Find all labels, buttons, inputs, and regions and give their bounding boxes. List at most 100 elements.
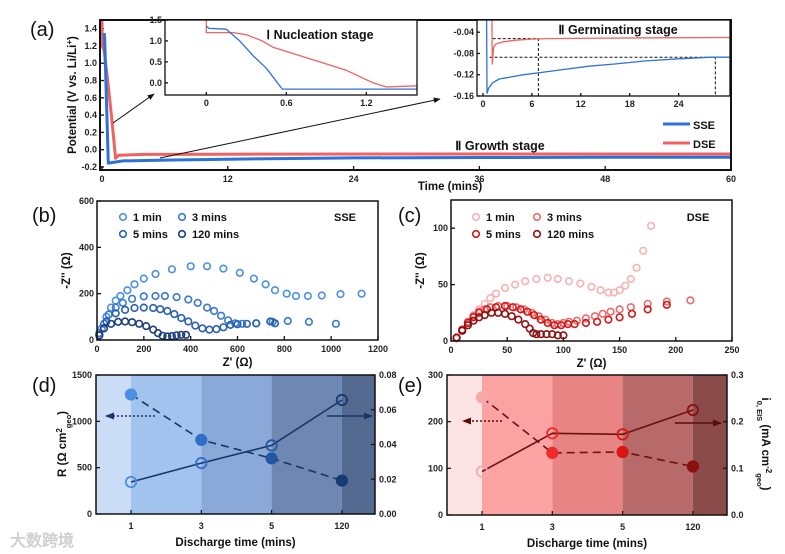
panel-b-ytick-label: 600 xyxy=(79,196,94,206)
panel-b-point xyxy=(233,320,242,329)
panel-d-series-line-r xyxy=(130,393,343,482)
panel-c-legend-label: 5 mins xyxy=(486,229,521,241)
panel-b-point xyxy=(106,303,116,312)
panel-a-y-axis-title: Potential (V vs. Li/Li+) xyxy=(65,36,80,154)
panel-b-point xyxy=(130,280,139,289)
panel-a-y-axis-title-part: + xyxy=(65,40,74,45)
panel-b-xtick-label: 0 xyxy=(94,344,99,354)
panel-b-point xyxy=(128,318,137,327)
panel-c-point xyxy=(643,299,652,308)
panel-c-point xyxy=(553,274,562,284)
panel-d-ytick-label: 0 xyxy=(87,509,92,519)
panel-d-background-band xyxy=(96,375,131,514)
panel-b-point xyxy=(184,317,193,326)
panel-b-legend-marker xyxy=(177,229,187,239)
panel-c-point xyxy=(527,308,537,317)
panel-b-y-axis-title: -Z'' (Ω) xyxy=(61,252,73,289)
panel-c-point xyxy=(559,318,568,328)
panel-c-point xyxy=(508,303,517,312)
panel-c-point xyxy=(536,330,546,339)
panel-c-point xyxy=(491,289,501,298)
panel-b-xtick-label: 600 xyxy=(230,344,245,354)
panel-b-point xyxy=(304,317,314,327)
panel-c-legend-label: 3 mins xyxy=(547,212,582,224)
panel-b-point xyxy=(156,305,165,314)
panel-b-point xyxy=(283,316,292,326)
panel-c-point xyxy=(458,326,467,335)
panel-a-y-axis-title-part: ) xyxy=(67,36,79,40)
panel-a-xtick-label: 36 xyxy=(474,174,484,184)
panel-c-point xyxy=(662,297,671,306)
panel-c-point xyxy=(543,273,552,282)
germinating-stage-annotation: Ⅱ Germinating stage xyxy=(558,23,677,37)
panel-b-point xyxy=(331,319,341,328)
panel-b-point xyxy=(186,262,195,271)
panel-d-y-axis-title-part: 2 xyxy=(55,428,64,433)
panel-b-point xyxy=(160,291,169,301)
panel-e-background-band xyxy=(482,375,553,515)
inset-germinating-ytick-label: -0.08 xyxy=(453,48,474,58)
panel-c-point xyxy=(686,296,695,305)
panel-b-point xyxy=(139,303,148,312)
panel-d-background-band xyxy=(131,375,202,514)
inset-nucleation-line-dse xyxy=(205,20,418,88)
panel-b-point xyxy=(128,294,137,303)
panel-b-frame xyxy=(96,200,379,341)
panel-e-category-label: 1 xyxy=(479,522,484,532)
panel-d-data-point xyxy=(195,456,208,470)
panel-c-electrolyte-tag: DSE xyxy=(687,212,710,224)
panel-d-y-axis-title-part: R (Ω cm xyxy=(57,433,69,477)
panel-e-y2-axis-title-part: ) xyxy=(759,487,771,491)
panel-b-point xyxy=(158,331,167,340)
panel-c-xtick-label: 0 xyxy=(448,345,453,355)
panel-d-y2tick-label: 0.08 xyxy=(379,370,397,380)
panel-b-point xyxy=(106,319,116,328)
panel-c-point xyxy=(548,330,557,339)
panel-b-point xyxy=(210,306,219,316)
panel-b-xtick-label: 200 xyxy=(136,344,151,354)
panel-c-point xyxy=(615,305,624,314)
panel-d-y2tick-label: 0.04 xyxy=(379,440,397,450)
panel-e-y2-axis-title-part: geo xyxy=(756,473,765,487)
panel-b-point xyxy=(170,310,179,319)
panel-b-point xyxy=(184,295,193,304)
inset-nucleation-xtick-label: 1.2 xyxy=(360,98,373,108)
panel-b-point xyxy=(177,330,186,340)
panel-b-point xyxy=(142,322,151,331)
panel-c-legend-marker xyxy=(532,212,542,222)
panel-a-ytick-label: 0.4 xyxy=(84,110,97,120)
panel-c-point xyxy=(559,331,568,340)
panel-c-point xyxy=(596,286,605,295)
panel-c-point xyxy=(500,309,510,319)
panel-c-point xyxy=(521,320,530,329)
panel-b-point xyxy=(139,274,148,283)
panel-b-point xyxy=(203,303,212,312)
panel-d-ytick-label: 1500 xyxy=(72,370,92,380)
inset-germinating-xtick-label: 0 xyxy=(480,99,485,109)
panel-d-data-point xyxy=(335,393,348,407)
panel-c-point xyxy=(532,330,541,339)
panel-b-point xyxy=(270,286,280,295)
panel-b-point xyxy=(198,324,207,333)
panel-c-point xyxy=(576,279,585,288)
panel-d-y-axis-title-part: ) xyxy=(57,411,69,415)
panel-a-x-axis-title: Time (mins) xyxy=(418,181,482,193)
panel-d-category-label: 5 xyxy=(269,521,274,531)
panel-b-xtick-label: 1200 xyxy=(368,344,388,354)
panel-b-point xyxy=(252,319,261,328)
panel-c-point xyxy=(486,294,495,303)
inset-germinating-xtick-label: 6 xyxy=(529,99,534,109)
panel-b-xtick-label: 400 xyxy=(183,344,198,354)
panel-c-ytick-label: 0 xyxy=(443,336,448,346)
panel-b-point xyxy=(317,291,326,300)
inset-germinating-line-sse xyxy=(485,19,730,94)
panel-b-point xyxy=(235,268,244,277)
panel-b-point xyxy=(291,291,301,301)
panel-e-ytick-label: 0 xyxy=(438,510,443,520)
panel-b-point xyxy=(167,265,176,274)
panel-c-point xyxy=(516,305,525,314)
panel-c-point xyxy=(626,274,635,284)
panel-d-data-point xyxy=(265,439,278,452)
panel-a-ytick-label: 1.2 xyxy=(84,41,97,51)
panel-a-xtick-label: 12 xyxy=(223,174,233,184)
